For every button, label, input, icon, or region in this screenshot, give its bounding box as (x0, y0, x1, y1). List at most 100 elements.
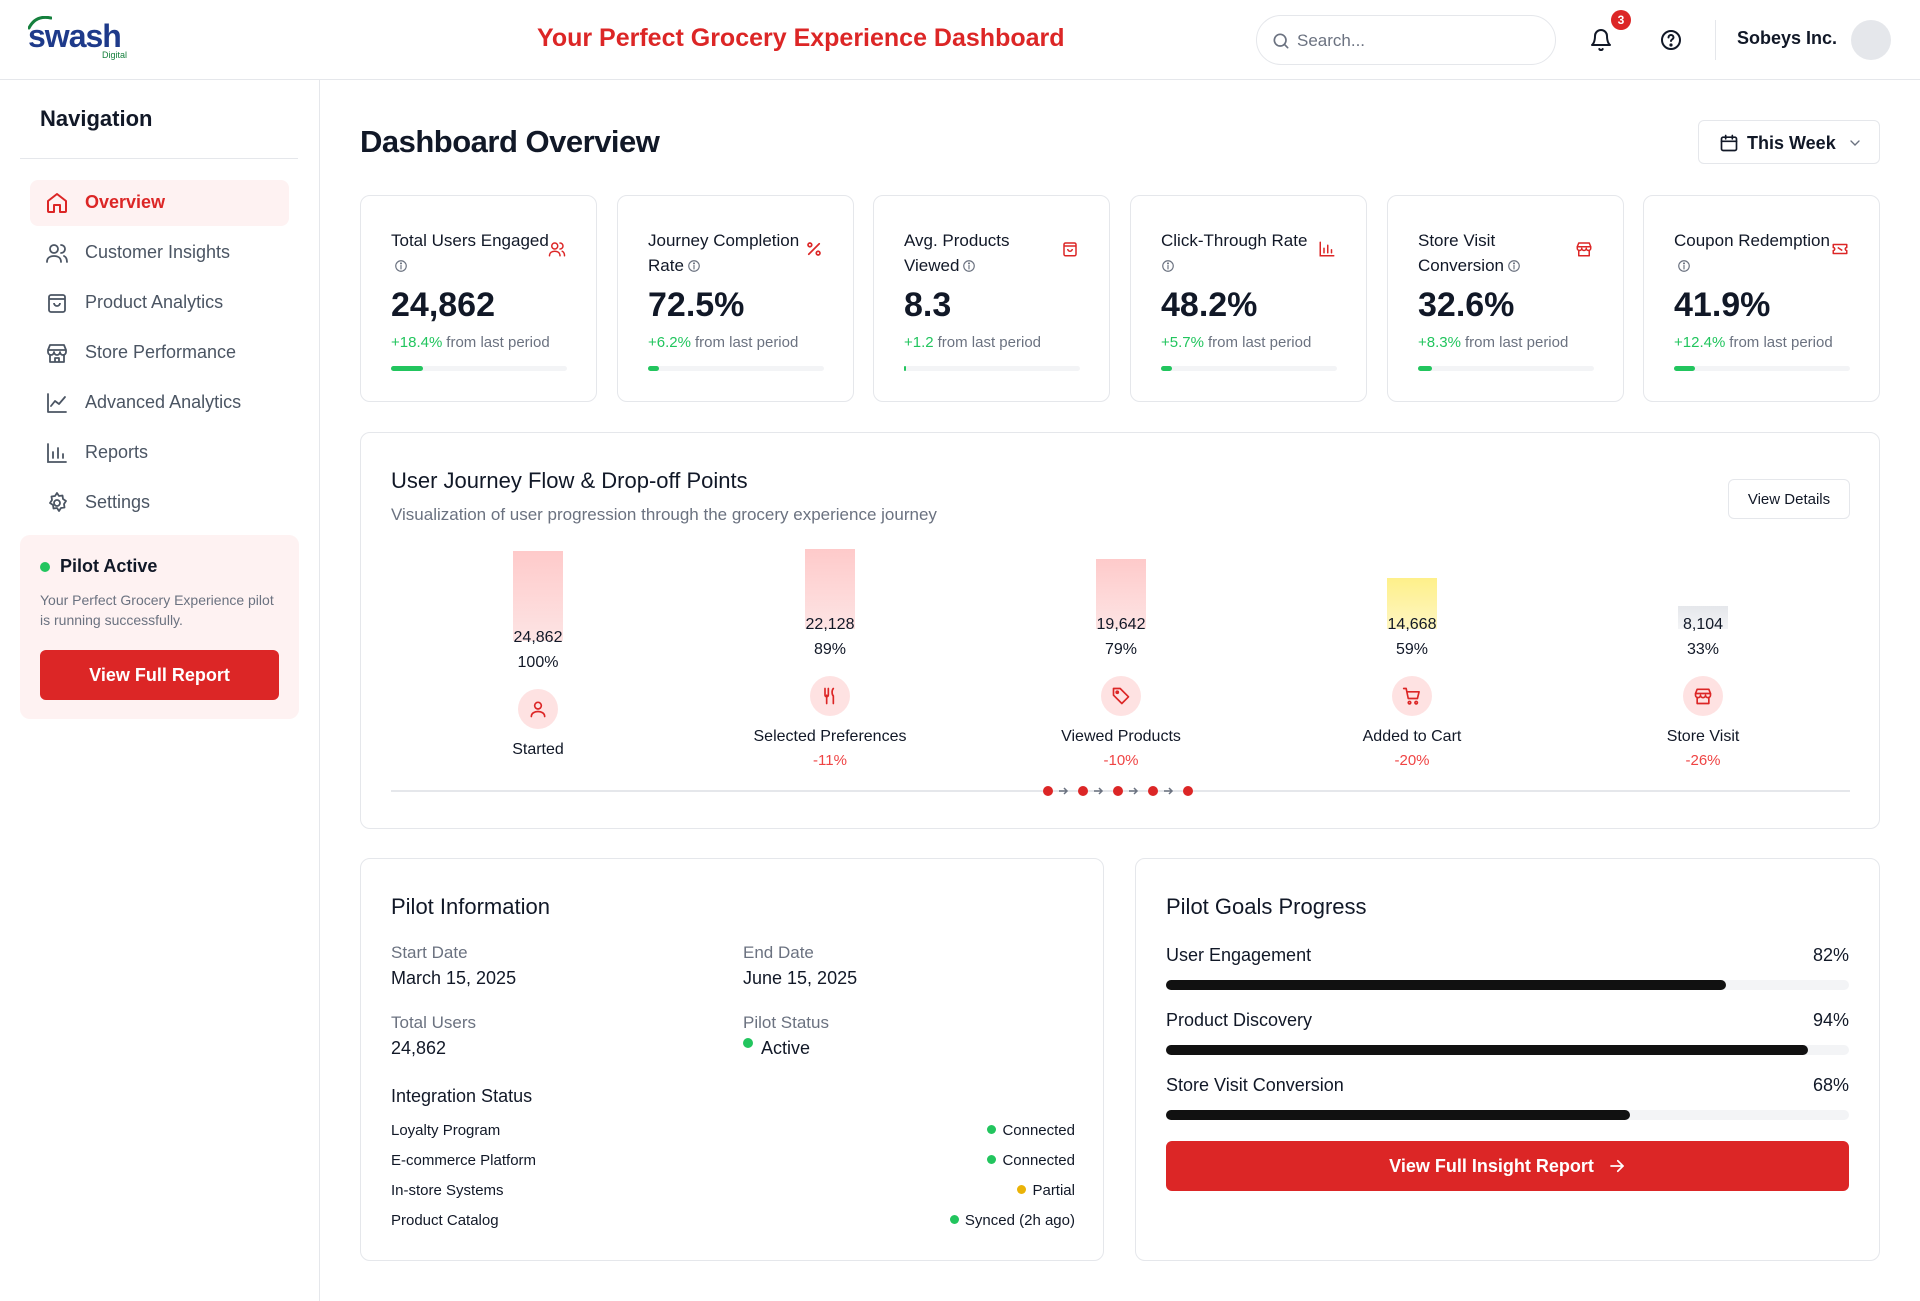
integration-row: In-store Systems Partial (391, 1182, 1075, 1202)
info-icon[interactable] (1677, 259, 1691, 273)
kpi-card-coupon-redemption[interactable]: Coupon Redemption 41.9% +12.4% from last … (1643, 195, 1880, 402)
sidebar-item-overview[interactable]: Overview (30, 180, 289, 226)
company-name[interactable]: Sobeys Inc. (1737, 28, 1838, 48)
line-chart-icon (47, 393, 67, 413)
journey-stage-added-to-cart[interactable]: 14,668 59% Added to Cart -20% (1312, 551, 1512, 771)
sidebar-item-store-performance[interactable]: Store Performance (30, 330, 289, 376)
bell-icon[interactable] (1589, 28, 1613, 52)
goal-percent: 82% (1812, 945, 1849, 965)
goal-progress-track (1166, 980, 1849, 990)
view-details-button[interactable]: View Details (1728, 479, 1850, 519)
kpi-card-journey-completion[interactable]: Journey Completion Rate 72.5% +6.2% from … (617, 195, 854, 402)
search-box[interactable] (1256, 15, 1556, 65)
kpi-value: 41.9% (1674, 286, 1771, 324)
stage-icon-circle (1101, 676, 1141, 716)
pilot-status-label: Pilot Status (743, 1013, 829, 1032)
nav-divider (20, 158, 298, 159)
journey-stage-store-visit[interactable]: 8,104 33% Store Visit -26% (1603, 551, 1803, 771)
integration-row: E-commerce Platform Connected (391, 1152, 1075, 1172)
kpi-label-text: Avg. Products Viewed (904, 231, 1010, 275)
kpi-label: Store Visit Conversion (1418, 228, 1583, 278)
journey-stage-started[interactable]: 24,862 100% Started (438, 551, 638, 771)
kpi-change: +1.2 from last period (904, 334, 1041, 351)
stage-dropoff: -11% (813, 752, 847, 769)
journey-stage-viewed-products[interactable]: 19,642 79% Viewed Products -10% (1021, 551, 1221, 771)
sidebar-item-product-analytics[interactable]: Product Analytics (30, 280, 289, 326)
kpi-change-text: from last period (446, 334, 550, 351)
period-label: This Week (1747, 133, 1836, 153)
integration-status-title: Integration Status (391, 1086, 533, 1106)
info-icon[interactable] (1161, 259, 1175, 273)
ticket-icon (1832, 243, 1848, 255)
sidebar-item-label: Store Performance (85, 342, 237, 362)
kpi-change-value: +8.3% (1418, 334, 1461, 351)
total-users-label: Total Users (391, 1013, 477, 1032)
sidebar-item-label: Advanced Analytics (85, 392, 242, 412)
stage-bar (805, 549, 855, 629)
kpi-label: Total Users Engaged (391, 228, 556, 278)
kpi-progress-track (648, 366, 824, 371)
info-icon[interactable] (962, 259, 976, 273)
stage-bar (1096, 559, 1146, 629)
stage-percent: 89% (813, 641, 847, 658)
journey-subtitle: Visualization of user progression throug… (391, 505, 937, 524)
sidebar-item-label: Customer Insights (85, 242, 231, 262)
avatar[interactable] (1851, 20, 1891, 60)
stage-dropoff: -26% (1685, 752, 1721, 769)
period-selector[interactable]: This Week (1698, 120, 1880, 164)
sidebar-item-reports[interactable]: Reports (30, 430, 289, 476)
info-icon[interactable] (1507, 259, 1521, 273)
kpi-progress-fill (1418, 366, 1433, 371)
pilot-active-card: Pilot Active Your Perfect Grocery Experi… (20, 535, 299, 719)
view-full-insight-report-button[interactable]: View Full Insight Report (1166, 1141, 1849, 1191)
gear-icon (49, 492, 67, 512)
kpi-progress-fill (391, 366, 423, 371)
sidebar: Navigation Overview Customer Insights Pr… (0, 80, 320, 1301)
kpi-card-store-visit[interactable]: Store Visit Conversion 32.6% +8.3% from l… (1387, 195, 1624, 402)
pilot-status-value: Active (761, 1038, 811, 1058)
swash-logo[interactable]: swash Digital (28, 14, 138, 62)
store-icon (1576, 242, 1592, 257)
journey-stage-selected-preferences[interactable]: 22,128 89% Selected Preferences -11% (730, 549, 930, 771)
kpi-label-text: Journey Completion Rate (648, 231, 800, 275)
kpi-progress-track (904, 366, 1080, 371)
kpi-change-text: from last period (1464, 334, 1569, 351)
help-circle-icon[interactable] (1659, 28, 1683, 52)
goal-percent: 94% (1812, 1010, 1849, 1030)
kpi-change: +5.7% from last period (1161, 334, 1311, 351)
stage-dropoff: -20% (1394, 752, 1430, 769)
kpi-value: 8.3 (904, 286, 952, 324)
kpi-card-avg-products[interactable]: Avg. Products Viewed 8.3 +1.2 from last p… (873, 195, 1110, 402)
pilot-goals-card: Pilot Goals Progress User Engagement 82%… (1135, 858, 1880, 1261)
pilot-description: Your Perfect Grocery Experience pilot is… (40, 592, 274, 628)
goal-progress-fill (1166, 1045, 1809, 1055)
kpi-change-value: +12.4% (1674, 334, 1726, 351)
page-title: Dashboard Overview (360, 124, 660, 159)
kpi-change: +12.4% from last period (1674, 334, 1833, 351)
info-icon[interactable] (394, 259, 408, 273)
kpi-card-click-through[interactable]: Click-Through Rate 48.2% +5.7% from last … (1130, 195, 1367, 402)
goal-label: User Engagement (1166, 945, 1312, 965)
stage-icon-circle (810, 676, 850, 716)
integration-name: Loyalty Program (391, 1122, 501, 1139)
home-icon (47, 193, 67, 213)
pilot-goals-title: Pilot Goals Progress (1166, 894, 1367, 919)
journey-title: User Journey Flow & Drop-off Points (391, 468, 748, 493)
goal-percent: 68% (1812, 1075, 1849, 1095)
end-date-label: End Date (743, 943, 814, 962)
kpi-card-total-users[interactable]: Total Users Engaged 24,862 +18.4% from la… (360, 195, 597, 402)
sidebar-item-settings[interactable]: Settings (30, 480, 289, 526)
sidebar-item-customer-insights[interactable]: Customer Insights (30, 230, 289, 276)
kpi-change: +18.4% from last period (391, 334, 550, 351)
shopping-bag-icon (48, 294, 66, 313)
kpi-change-value: +18.4% (391, 334, 443, 351)
kpi-progress-track (1674, 366, 1850, 371)
utensils-icon (824, 687, 835, 705)
info-icon[interactable] (687, 259, 701, 273)
stage-bar (1387, 578, 1437, 629)
stage-icon-circle (1392, 676, 1432, 716)
view-full-report-button[interactable]: View Full Report (40, 650, 279, 700)
sidebar-item-advanced-analytics[interactable]: Advanced Analytics (30, 380, 289, 426)
search-input[interactable] (1297, 28, 1537, 54)
sidebar-item-label: Settings (85, 492, 151, 512)
